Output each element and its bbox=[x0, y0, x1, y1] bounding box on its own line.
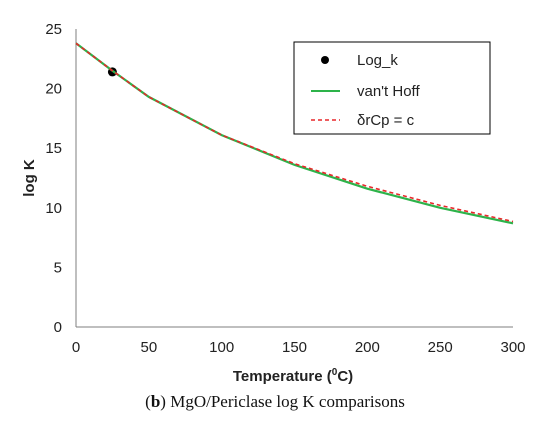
y-tick-label: 15 bbox=[45, 140, 62, 157]
y-tick-label: 0 bbox=[54, 319, 62, 336]
y-tick-label: 25 bbox=[45, 21, 62, 38]
legend-label-drcp: δrCp = c bbox=[357, 112, 415, 129]
x-axis-title: Temperature (0C) bbox=[233, 367, 353, 385]
x-tick-label: 200 bbox=[355, 339, 380, 356]
legend: Log_k van't Hoff δrCp = c bbox=[293, 41, 491, 135]
y-tick-label: 5 bbox=[54, 259, 62, 276]
caption-letter: b bbox=[150, 392, 161, 411]
x-axis-title-suffix: C) bbox=[337, 368, 353, 385]
y-tick-label: 10 bbox=[45, 200, 62, 217]
chart: 0 5 10 15 20 25 0 50 100 150 200 250 300 log K Temp… bbox=[21, 21, 526, 385]
x-axis-title-main: Temperature ( bbox=[233, 368, 332, 385]
legend-marker-log-k bbox=[321, 56, 329, 64]
legend-label-log-k: Log_k bbox=[357, 52, 398, 69]
x-tick-label: 0 bbox=[72, 339, 80, 356]
x-tick-label: 150 bbox=[282, 339, 307, 356]
figure-caption: (b) MgO/Periclase log K comparisons bbox=[145, 392, 405, 411]
y-axis-title: log K bbox=[21, 159, 38, 197]
x-tick-label: 250 bbox=[428, 339, 453, 356]
x-ticks: 0 50 100 150 200 250 300 bbox=[72, 339, 526, 356]
series-line-drcp bbox=[75, 42, 514, 223]
axes bbox=[75, 29, 513, 328]
x-tick-label: 300 bbox=[500, 339, 525, 356]
x-axis-title-sup: 0 bbox=[332, 367, 338, 378]
x-tick-label: 100 bbox=[209, 339, 234, 356]
legend-label-vant-hoff: van't Hoff bbox=[357, 83, 420, 100]
series bbox=[75, 42, 514, 225]
x-tick-label: 50 bbox=[140, 339, 157, 356]
y-tick-label: 20 bbox=[45, 81, 62, 98]
caption-text: MgO/Periclase log K comparisons bbox=[170, 392, 405, 411]
y-ticks: 0 5 10 15 20 25 bbox=[45, 21, 62, 336]
